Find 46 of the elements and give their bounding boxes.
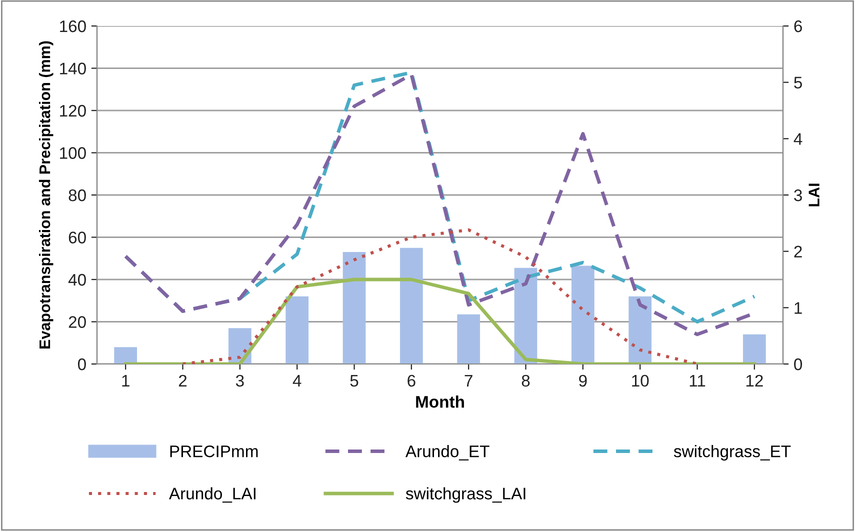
x-tick-label: 1 [122,375,130,386]
x-tick-label: 9 [579,374,587,387]
legend-label: PRECIPmm [170,445,258,458]
legend-label: Arundo_ET [405,445,490,460]
y2-axis-title: LAI [808,184,820,206]
y2-tick-label: 0 [794,358,802,370]
legend-label: Arundo_LAI [168,487,256,503]
bar [457,314,480,364]
legend-label: switchgrass_ET [674,445,791,461]
x-tick-label: 11 [690,375,706,386]
y-tick-label: 0 [78,358,86,370]
y2-tick-label: 3 [794,189,802,202]
line-series [124,278,756,364]
y-tick-label: 120 [60,104,86,117]
y-tick-label: 40 [68,274,86,286]
x-tick-label: 3 [236,374,244,387]
bar [628,296,652,364]
line-series [181,228,699,364]
x-tick-label: 6 [408,374,416,387]
x-tick-label: 8 [522,374,530,387]
y-tick-label: 80 [68,189,86,202]
y-axis-title: Evapotranspiration and Precipitation (mm) [38,41,54,348]
y2-tick-label: 6 [794,20,802,32]
bar [286,296,309,364]
y-tick-label: 20 [68,316,86,328]
x-tick-label: 10 [632,374,649,387]
x-tick-label: 2 [178,374,187,386]
y-tick-label: 140 [60,62,86,74]
bar [571,266,594,364]
y2-tick-label: 5 [794,76,802,89]
legend-label: switchgrass_LAI [406,487,526,503]
y-tick-label: 60 [68,232,86,244]
x-tick-label: 7 [464,375,472,386]
x-tick-label: 4 [292,375,302,386]
x-tick-label: 12 [746,374,763,386]
bar [400,248,423,364]
bar [742,334,766,364]
y-tick-label: 100 [60,147,86,159]
y2-tick-label: 2 [794,246,802,258]
y2-tick-label: 1 [794,302,802,314]
y2-tick-label: 4 [794,133,802,145]
x-tick-label: 5 [350,375,358,387]
bar [114,347,138,364]
x-axis-title: Month [416,396,464,408]
bar [342,252,366,364]
y-tick-label: 160 [60,20,86,32]
